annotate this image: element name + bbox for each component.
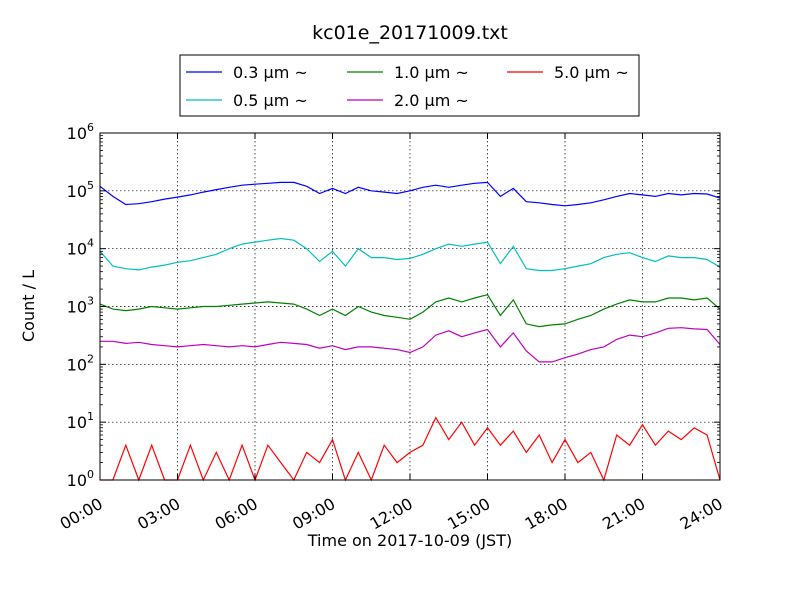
y-tick-label: 100 [67,468,94,490]
y-tick-label: 104 [67,237,94,259]
legend-label: 0.5 μm ~ [233,91,308,110]
plot-frame [99,132,721,481]
series-line-1-0-m [99,294,721,328]
x-tick-label: 12:00 [367,494,416,534]
legend-label: 2.0 μm ~ [394,91,469,110]
x-tick-label: 03:00 [134,494,183,534]
x-tick-label: 24:00 [677,494,726,534]
y-tick-label: 105 [67,179,94,201]
plot-lines [99,181,721,482]
y-tick-label: 102 [67,352,94,374]
y-axis-label: Count / L [19,270,38,342]
y-tick-label: 101 [67,410,94,432]
y-tick-label: 103 [67,295,94,317]
legend-label: 1.0 μm ~ [394,63,469,82]
series-line-0-5-m [99,237,721,272]
series-line-2-0-m [100,327,721,363]
x-axis-label: Time on 2017-10-09 (JST) [307,531,512,550]
x-tick-label: 09:00 [289,494,338,534]
x-tick-label: 15:00 [444,494,493,534]
legend-label: 5.0 μm ~ [554,63,629,82]
legend-label: 0.3 μm ~ [233,63,308,82]
x-tick-label: 21:00 [599,494,648,534]
legend: 0.3 μm ~ 0.5 μm ~ 1.0 μm ~ 2.0 μm ~ 5.0 μm ~ [179,54,640,117]
x-tick-label: 06:00 [212,494,261,534]
grid [100,133,720,480]
series-line-0-3-m [99,181,721,207]
x-tick-label: 00:00 [57,494,106,534]
x-tick-label: 18:00 [522,494,571,534]
x-tick-labels: 00:00 03:00 06:00 09:00 12:00 15:00 18:00 21:00… [57,494,726,534]
y-tick-label: 106 [67,121,94,143]
legend-box [179,54,640,117]
chart-title: kc01e_20171009.txt [312,22,508,44]
y-tick-labels: 100 101 102 103 104 105 106 [67,121,94,490]
series-line-5-0-m [100,416,721,482]
